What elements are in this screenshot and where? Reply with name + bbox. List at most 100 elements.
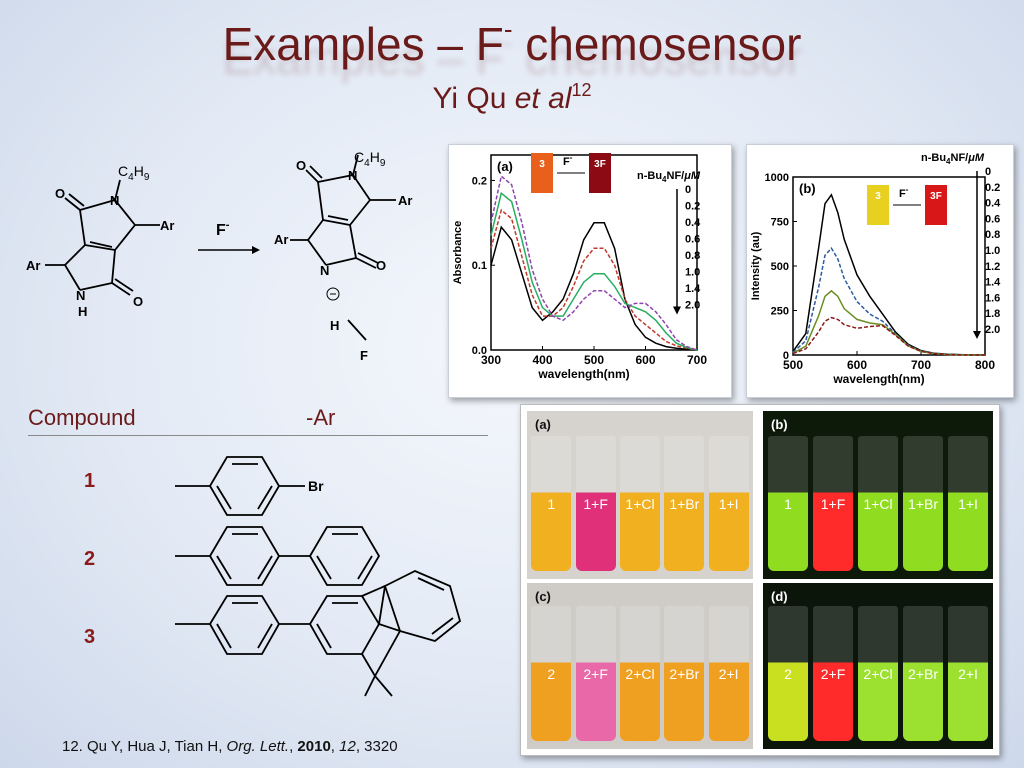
legend-entry: 1.2 xyxy=(985,261,1000,273)
inset-arrow-label: F- xyxy=(563,153,573,168)
compound-number-2: 2 xyxy=(84,548,96,570)
aryl-structures: Br xyxy=(175,456,462,697)
vial: 1+Br xyxy=(664,436,705,571)
citation: 12. Qu Y, Hua J, Tian H, Org. Lett., 201… xyxy=(62,738,398,755)
negative-charge-icon xyxy=(326,287,340,301)
reaction-scheme: C4H9 N O Ar Ar N H O F- C4H9 N O Ar Ar N… xyxy=(26,149,412,363)
x-tick-label: 400 xyxy=(532,353,552,367)
fluorenyl-structure xyxy=(175,570,462,697)
vial: 1+I xyxy=(948,436,988,571)
y-tick-label: 750 xyxy=(771,217,789,229)
y-tick-label: 0 xyxy=(783,350,789,362)
alkyl-label: C4H9 xyxy=(118,163,150,183)
legend-entry: 0.4 xyxy=(685,217,701,229)
legend-entry: 0.8 xyxy=(985,229,1000,241)
vial: 1+F xyxy=(813,436,853,571)
citation-pages: , 3320 xyxy=(355,738,398,755)
atom-o-bottom-right: O xyxy=(376,258,386,273)
inset-vial-before xyxy=(531,153,553,193)
aryl-right: Ar xyxy=(160,218,174,233)
atom-n-top-right: N xyxy=(348,168,357,183)
x-axis-label: wavelength(nm) xyxy=(832,372,924,386)
legend-entry: 0.8 xyxy=(685,250,700,262)
vial: 2+I xyxy=(948,606,988,741)
legend-title-unit: μM xyxy=(683,170,701,182)
x-tick-label: 300 xyxy=(481,353,501,367)
legend-arrowhead xyxy=(673,306,681,315)
legend-entry: 0 xyxy=(985,166,991,178)
atom-f-hf: F xyxy=(360,348,368,363)
inset-arrow-f: F xyxy=(563,156,570,168)
vial-label: 2+I xyxy=(958,666,978,682)
legend-title-sub: 4 xyxy=(946,157,951,166)
vial: 2+F xyxy=(575,606,616,741)
vial-label: 1+F xyxy=(583,496,608,512)
bromo-label: Br xyxy=(308,478,324,494)
slide-title: Examples – F- chemosensor xyxy=(0,14,1024,71)
atom-o-bottom: O xyxy=(133,294,143,309)
panel-label: (a) xyxy=(497,159,513,174)
atom-h-hf: H xyxy=(330,318,339,333)
vial: 1+F xyxy=(575,436,616,571)
inset-from-label: 3 xyxy=(875,191,881,202)
legend-title-unit: μM xyxy=(967,152,985,164)
legend-entry: 0.2 xyxy=(985,182,1000,194)
series-line-2_0 xyxy=(792,316,985,356)
vial: 2+I xyxy=(708,606,749,741)
vial-label: 1+I xyxy=(718,496,739,512)
vial: 2 xyxy=(531,606,572,741)
y-tick-label: 1000 xyxy=(765,172,789,184)
series-line-0_6 xyxy=(792,246,986,356)
citation-volume: 12 xyxy=(339,738,356,755)
legend-title: n-Bu4NF/μM xyxy=(921,152,985,166)
vial-label: 1 xyxy=(547,496,556,512)
y-tick-label: 500 xyxy=(771,261,789,273)
inset-vial-after xyxy=(925,185,947,225)
legend-entry: 1.0 xyxy=(685,267,700,279)
vial-label: 1+Cl xyxy=(625,496,655,512)
vial-label: 2+Br xyxy=(669,666,700,682)
legend-title-b: NF/ xyxy=(951,152,969,164)
series-line-0 xyxy=(490,222,698,351)
vial-label: 1+Br xyxy=(908,496,938,512)
legend-arrowhead xyxy=(973,331,981,339)
citation-year: 2010 xyxy=(297,738,331,755)
citation-sep1: , xyxy=(289,738,298,755)
x-tick-label: 500 xyxy=(783,358,803,372)
vial-label: 2+I xyxy=(718,666,739,682)
vial-label: 2+F xyxy=(820,666,846,682)
legend-entry: 2.0 xyxy=(685,300,700,312)
vial: 1 xyxy=(531,436,572,571)
y-tick-label: 0.0 xyxy=(472,345,487,357)
inset-to-label: 3F xyxy=(930,191,942,202)
x-axis-label: wavelength(nm) xyxy=(537,367,629,381)
reagent-label: F- xyxy=(216,219,230,239)
header-compound: Compound xyxy=(28,405,136,430)
x-tick-label: 700 xyxy=(911,358,931,372)
aryl-right-2: Ar xyxy=(398,193,412,208)
fluorescence-chart: 500 600 700 800 0 250 500 750 1000 wavelength(nm)… xyxy=(750,152,1001,386)
subtitle-etal: et al xyxy=(514,82,572,115)
x-tick-label: 600 xyxy=(847,358,867,372)
inset-from-label: 3 xyxy=(539,159,545,170)
y-axis-label: Intensity (au) xyxy=(750,231,762,300)
atom-h-bottom: H xyxy=(78,304,87,319)
subtitle-author: Yi Qu xyxy=(432,82,515,115)
legend-title-a: n-Bu xyxy=(637,170,662,182)
legend-entry: 1.8 xyxy=(985,308,1000,320)
legend-entry: 1.4 xyxy=(985,277,1001,289)
photo-a: (a) 1 1+F 1+Cl 1+Br 1+I xyxy=(527,411,753,579)
legend-entry: 1.6 xyxy=(985,292,1000,304)
atom-n-bottom: N xyxy=(76,288,85,303)
x-tick-label: 800 xyxy=(975,358,995,372)
inset-arrow-label: F- xyxy=(899,185,909,200)
vial: 2+Cl xyxy=(620,606,660,741)
x-tick-label: 500 xyxy=(584,353,604,367)
legend-entry: 0 xyxy=(685,184,691,196)
atom-n-anion: N xyxy=(320,263,329,278)
absorbance-chart: 300 400 500 600 700 0.0 0.1 0.2 wavelength(nm) Ab… xyxy=(452,153,707,381)
y-tick-label: 250 xyxy=(771,306,789,318)
vial: 1+Cl xyxy=(620,436,660,571)
inset-to-label: 3F xyxy=(594,159,606,170)
atom-o-top-right: O xyxy=(296,158,306,173)
